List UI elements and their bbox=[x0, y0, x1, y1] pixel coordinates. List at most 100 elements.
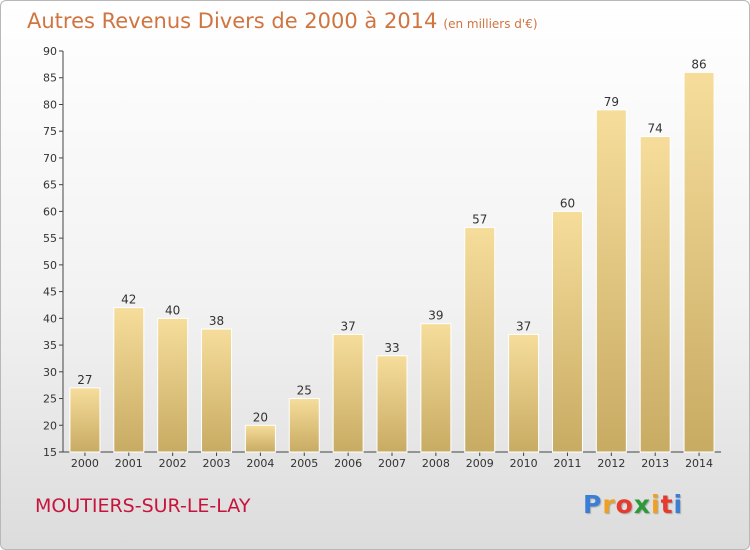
bar bbox=[683, 71, 715, 453]
y-tick: 40 bbox=[43, 312, 63, 325]
x-tick: 2004 bbox=[246, 452, 274, 470]
y-tick: 15 bbox=[43, 446, 63, 459]
title-text: Autres Revenus Divers de 2000 à 2014 bbox=[27, 9, 438, 33]
y-tick: 55 bbox=[43, 232, 63, 245]
x-tick: 2003 bbox=[203, 452, 231, 470]
y-tick-label: 40 bbox=[43, 312, 57, 325]
x-tick: 2001 bbox=[115, 452, 143, 470]
bar bbox=[639, 136, 671, 453]
bar-value-label: 79 bbox=[604, 95, 619, 109]
y-tick: 70 bbox=[43, 152, 63, 165]
y-tick-label: 65 bbox=[43, 179, 57, 192]
bar bbox=[551, 210, 583, 453]
y-axis: 15 20 25 30 35 40 45 50 55 60 65 70 75 80 85 90 bbox=[43, 45, 64, 459]
y-tick-label: 85 bbox=[43, 72, 57, 85]
y-tick-label: 50 bbox=[43, 259, 57, 272]
bar-value-label: 42 bbox=[121, 293, 136, 307]
x-tick: 2009 bbox=[466, 452, 494, 470]
bar bbox=[201, 328, 233, 453]
y-tick-label: 20 bbox=[43, 419, 57, 432]
x-tick-label: 2004 bbox=[246, 457, 274, 470]
x-tick: 2000 bbox=[71, 452, 99, 470]
y-tick-label: 25 bbox=[43, 393, 57, 406]
y-tick-label: 90 bbox=[43, 45, 57, 58]
bar-value-label: 37 bbox=[516, 319, 531, 333]
logo-letter: o bbox=[615, 490, 634, 519]
x-tick: 2005 bbox=[290, 452, 318, 470]
bars: 27 42 40 38 20 25 37 33 39 57 37 60 79 74 86 bbox=[69, 57, 715, 453]
x-tick: 2013 bbox=[641, 452, 669, 470]
y-tick: 90 bbox=[43, 45, 63, 58]
x-tick: 2006 bbox=[334, 452, 362, 470]
x-tick-label: 2002 bbox=[159, 457, 187, 470]
x-tick: 2014 bbox=[685, 452, 713, 470]
x-tick-label: 2011 bbox=[553, 457, 581, 470]
x-tick-label: 2007 bbox=[378, 457, 406, 470]
x-tick-label: 2009 bbox=[466, 457, 494, 470]
bar bbox=[69, 387, 101, 453]
logo-letter: i bbox=[673, 490, 684, 519]
x-tick-label: 2010 bbox=[510, 457, 538, 470]
y-tick: 65 bbox=[43, 179, 63, 192]
x-tick-label: 2008 bbox=[422, 457, 450, 470]
x-tick-label: 2000 bbox=[71, 457, 99, 470]
bar-value-label: 86 bbox=[691, 57, 706, 71]
y-tick-label: 35 bbox=[43, 339, 57, 352]
x-tick: 2008 bbox=[422, 452, 450, 470]
y-tick-label: 55 bbox=[43, 232, 57, 245]
x-tick-label: 2001 bbox=[115, 457, 143, 470]
x-tick: 2012 bbox=[597, 452, 625, 470]
logo-letter: i bbox=[651, 490, 661, 519]
y-tick-label: 60 bbox=[43, 205, 57, 218]
bar-value-label: 40 bbox=[165, 303, 180, 317]
y-tick-label: 15 bbox=[43, 446, 57, 459]
bar-value-label: 25 bbox=[297, 384, 312, 398]
bar bbox=[157, 317, 189, 453]
y-tick: 45 bbox=[43, 286, 63, 299]
bar-value-label: 20 bbox=[253, 410, 268, 424]
bar-value-label: 39 bbox=[428, 309, 443, 323]
bar bbox=[113, 307, 145, 453]
bar-value-label: 38 bbox=[209, 314, 224, 328]
y-tick: 20 bbox=[43, 419, 63, 432]
y-tick: 85 bbox=[43, 72, 63, 85]
bar bbox=[332, 333, 364, 453]
bar bbox=[376, 355, 408, 453]
x-tick-label: 2006 bbox=[334, 457, 362, 470]
y-tick-label: 30 bbox=[43, 366, 57, 379]
x-tick: 2011 bbox=[553, 452, 581, 470]
x-tick: 2002 bbox=[159, 452, 187, 470]
x-tick-label: 2005 bbox=[290, 457, 318, 470]
y-tick-label: 70 bbox=[43, 152, 57, 165]
bar bbox=[420, 323, 452, 453]
bar-value-label: 74 bbox=[648, 122, 663, 136]
bar bbox=[244, 424, 276, 453]
bar-value-label: 33 bbox=[384, 341, 399, 355]
logo-letter: r bbox=[602, 490, 616, 519]
logo-letter: t bbox=[660, 490, 674, 519]
x-tick: 2007 bbox=[378, 452, 406, 470]
bar-value-label: 37 bbox=[340, 319, 355, 333]
logo-letter: P bbox=[583, 490, 603, 519]
x-axis: 2000 2001 2002 2003 2004 2005 2006 2007 2008 2009… bbox=[63, 451, 721, 470]
title-unit: (en milliers d'€) bbox=[443, 17, 538, 31]
x-tick-label: 2013 bbox=[641, 457, 669, 470]
y-tick: 30 bbox=[43, 366, 63, 379]
bar bbox=[288, 398, 320, 453]
bar-value-label: 27 bbox=[77, 373, 92, 387]
x-tick-label: 2003 bbox=[203, 457, 231, 470]
logo-letter: x bbox=[633, 490, 651, 519]
bar-value-label: 60 bbox=[560, 196, 575, 210]
bar bbox=[595, 109, 627, 453]
bar bbox=[508, 333, 540, 453]
proxiti-logo: Proxiti bbox=[583, 490, 683, 519]
y-tick: 60 bbox=[43, 205, 63, 218]
chart-title: Autres Revenus Divers de 2000 à 2014 (en … bbox=[27, 9, 538, 33]
x-tick: 2010 bbox=[510, 452, 538, 470]
y-tick: 35 bbox=[43, 339, 63, 352]
bar-value-label: 57 bbox=[472, 212, 487, 226]
y-tick: 25 bbox=[43, 393, 63, 406]
y-tick-label: 45 bbox=[43, 286, 57, 299]
